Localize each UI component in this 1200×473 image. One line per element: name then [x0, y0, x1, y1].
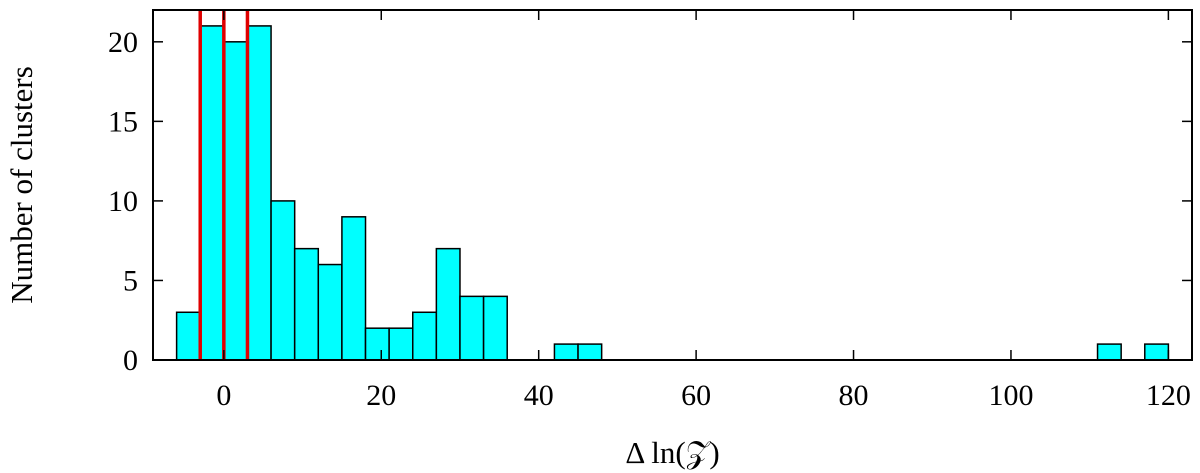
plot-frame [152, 9, 1193, 361]
histogram-bar [246, 25, 272, 361]
y-tick-label: 5 [123, 264, 138, 297]
y-tick-label: 20 [108, 26, 138, 59]
histogram-bar [1096, 343, 1122, 361]
x-tick-label: 80 [839, 379, 869, 412]
histogram-bar [459, 295, 485, 361]
histogram-bar [293, 247, 320, 361]
x-tick-label: 20 [366, 379, 396, 412]
x-tick-label: 0 [216, 379, 231, 412]
histogram-bar [175, 311, 201, 361]
x-tick-label: 60 [681, 379, 711, 412]
histogram-bar [482, 295, 508, 361]
y-axis-title: Number of clusters [4, 66, 39, 304]
histogram-bar [412, 311, 438, 361]
histogram-bar [199, 25, 225, 361]
histogram-bar [388, 327, 414, 361]
x-axis-title: Δ ln(𝒵) [625, 435, 719, 470]
x-tick-label: 120 [1146, 379, 1191, 412]
histogram-bar [341, 216, 367, 361]
histogram-bar [223, 41, 249, 361]
y-tick-label: 10 [108, 185, 138, 218]
histogram-bar [364, 327, 390, 361]
ticks-layer: 0 20 40 60 80 100 120 0 5 10 15 20 [108, 10, 1192, 412]
y-tick-label: 0 [123, 344, 138, 377]
histogram-bar [317, 263, 343, 361]
x-tick-label: 40 [524, 379, 554, 412]
histogram-bar [577, 343, 603, 361]
y-tick-label: 15 [108, 105, 138, 138]
histogram-bar [270, 200, 296, 361]
x-tick-label: 100 [988, 379, 1033, 412]
bars-layer [175, 25, 1170, 361]
reference-lines-layer [198, 10, 250, 360]
histogram-bar [1144, 343, 1170, 361]
histogram-bar [435, 247, 461, 361]
histogram-bar [553, 343, 579, 361]
